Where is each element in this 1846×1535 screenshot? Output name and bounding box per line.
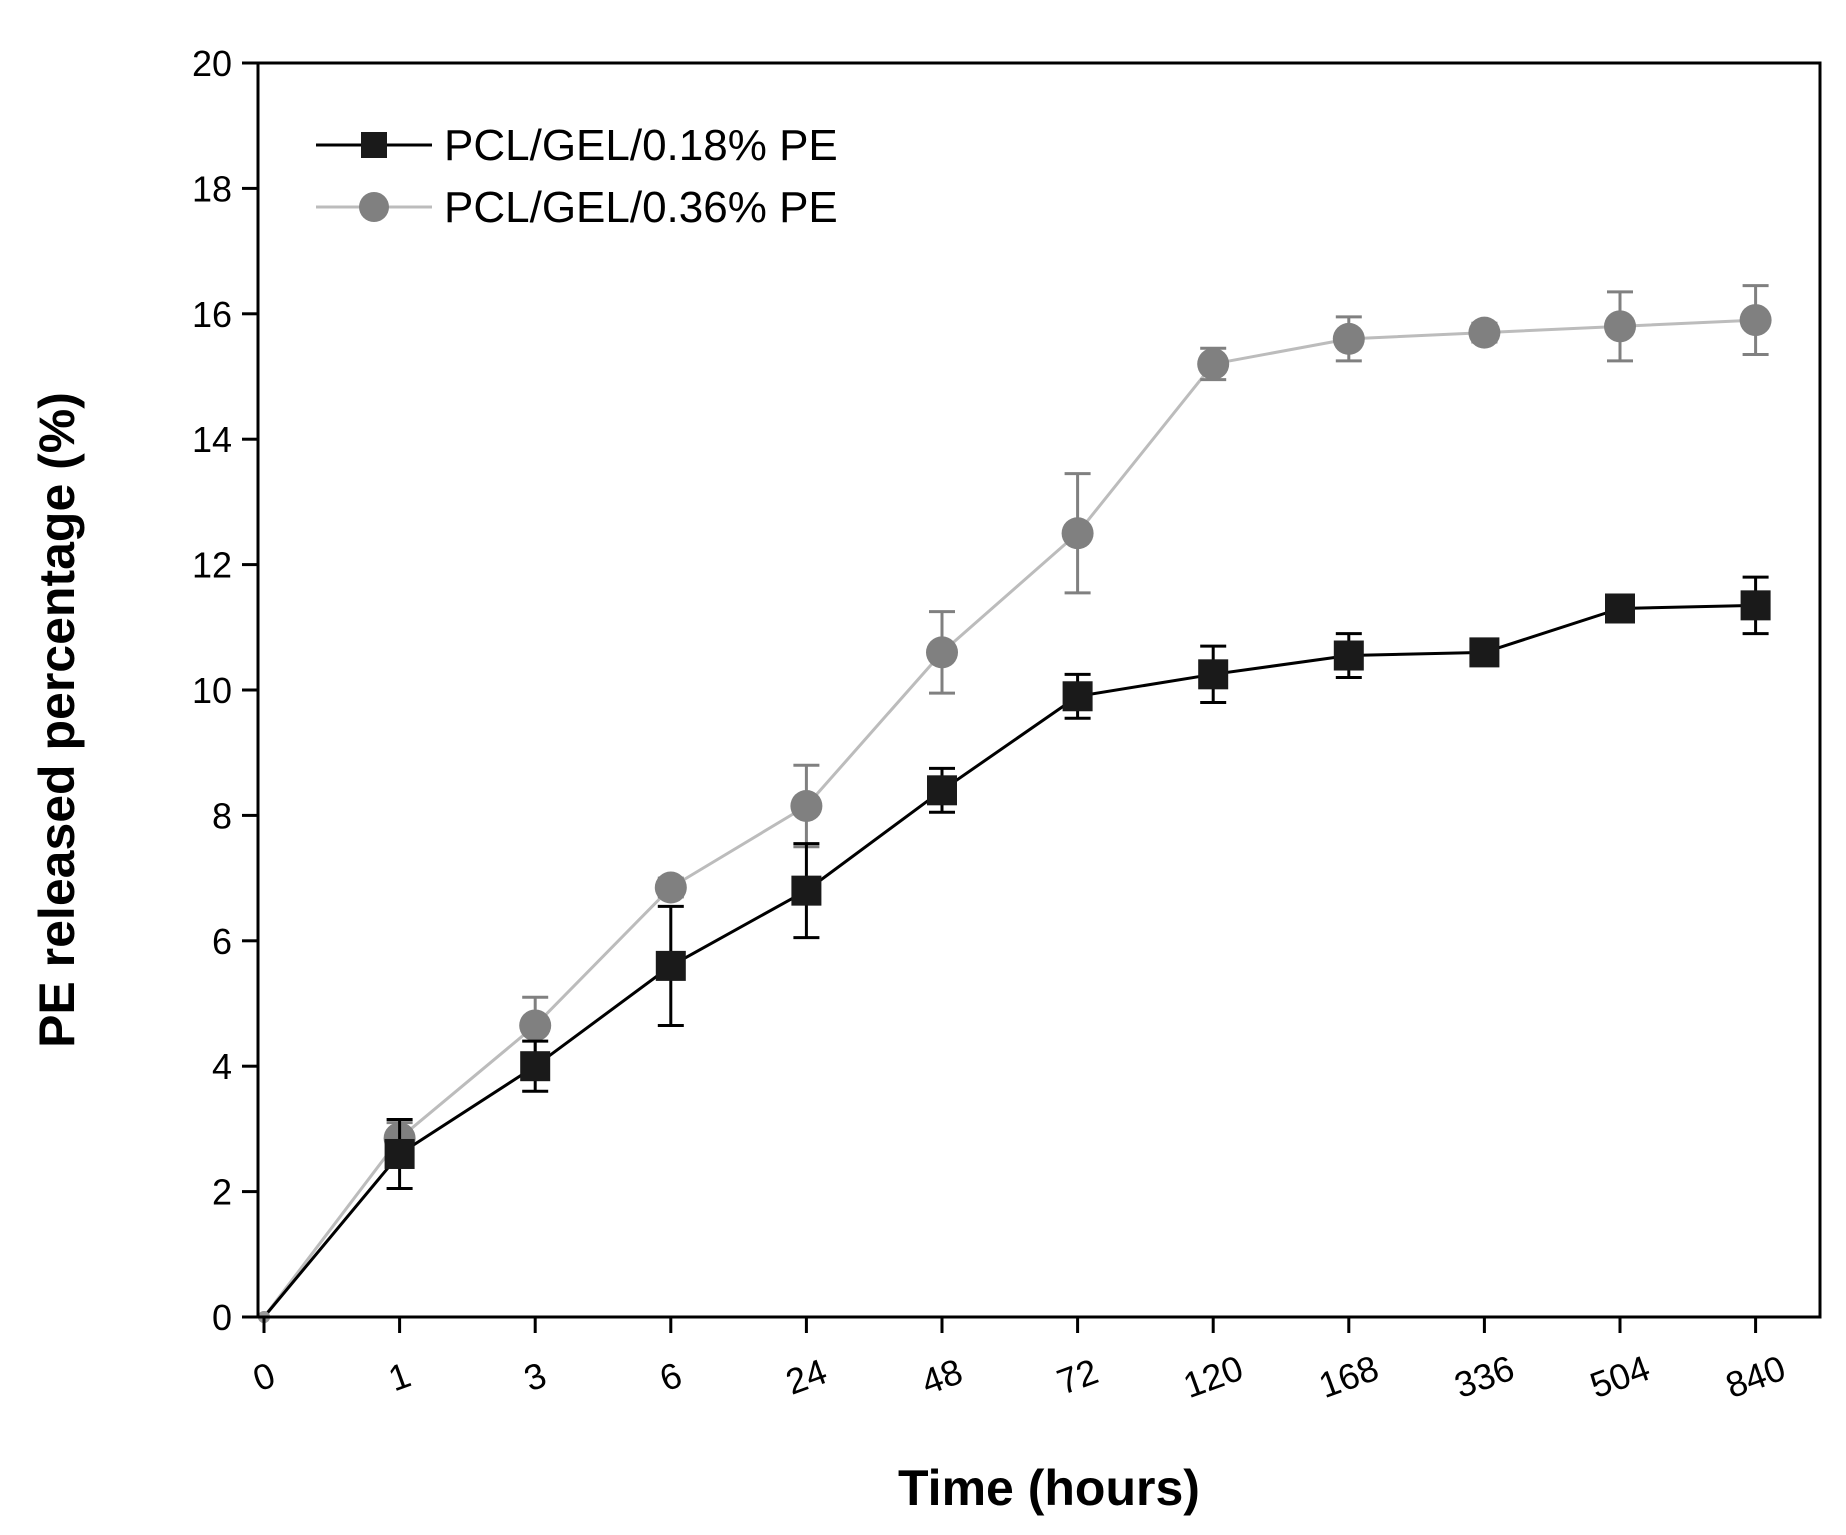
series-pcl-gel-018	[258, 575, 1771, 1323]
legend: PCL/GEL/0.18% PE PCL/GEL/0.36% PE	[316, 121, 838, 232]
data-point	[791, 875, 822, 906]
y-tick-label: 20	[192, 43, 232, 84]
data-point	[520, 1051, 551, 1082]
y-tick-label: 10	[192, 670, 232, 711]
data-point	[1062, 681, 1093, 712]
data-point	[519, 1009, 552, 1042]
legend-item-pcl-gel-018: PCL/GEL/0.18% PE	[316, 121, 838, 170]
y-tick-label: 16	[192, 294, 232, 335]
series-line	[262, 603, 1756, 1318]
data-point	[1061, 517, 1094, 550]
data-point	[1198, 659, 1229, 690]
legend-item-pcl-gel-036: PCL/GEL/0.36% PE	[316, 183, 838, 232]
y-tick-label: 2	[212, 1172, 232, 1213]
data-point	[790, 789, 823, 822]
data-point	[384, 1138, 415, 1169]
data-point	[1469, 637, 1500, 668]
legend-label-pcl-gel-036: PCL/GEL/0.36% PE	[444, 183, 838, 232]
y-tick-label: 8	[212, 795, 232, 836]
data-point	[1333, 640, 1364, 671]
legend-marker-circle	[359, 192, 389, 222]
series-line	[262, 318, 1756, 1318]
data-point	[1197, 347, 1230, 380]
data-point	[654, 871, 687, 904]
y-tick-label: 0	[212, 1297, 232, 1338]
y-tick-label: 4	[212, 1046, 232, 1087]
data-point	[1740, 590, 1771, 621]
plot-area	[258, 284, 1772, 1323]
data-point	[655, 950, 686, 981]
legend-marker-square	[361, 132, 387, 158]
y-tick-label: 6	[212, 921, 232, 962]
data-point	[1739, 304, 1772, 337]
data-point	[926, 636, 958, 669]
data-point	[1605, 593, 1635, 624]
x-axis-title: Time (hours)	[898, 1460, 1200, 1516]
data-point	[1468, 316, 1501, 349]
y-axis: 0 2 4 6 8 10 12 14 16 18 20	[192, 43, 258, 1338]
legend-label-pcl-gel-018: PCL/GEL/0.18% PE	[444, 121, 838, 170]
y-axis-title: PE released percentage (%)	[29, 392, 85, 1048]
y-tick-label: 14	[192, 419, 232, 460]
data-point	[927, 775, 957, 806]
y-tick-label: 18	[192, 168, 232, 209]
y-tick-label: 12	[192, 545, 232, 586]
data-point	[1604, 310, 1636, 343]
data-point	[1332, 322, 1365, 355]
